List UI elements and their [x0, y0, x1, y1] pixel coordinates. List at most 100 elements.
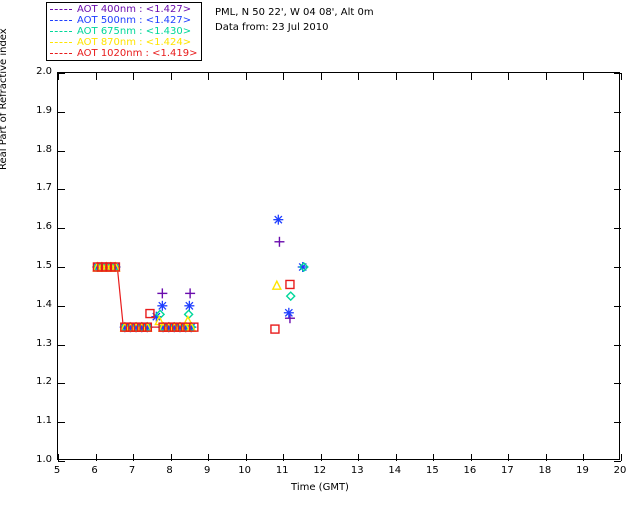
data-point-aot-1020nm — [131, 322, 141, 332]
data-point-aot-1020nm — [164, 322, 174, 332]
data-point-aot-1020nm — [175, 322, 185, 332]
plot-area — [58, 73, 619, 459]
data-point-aot-1020nm — [158, 322, 168, 332]
data-point-aot-500nm — [273, 214, 284, 225]
x-tick-label: 9 — [203, 465, 211, 476]
x-tick-bottom — [545, 454, 547, 461]
x-tick-label: 8 — [166, 465, 173, 476]
legend-item-400nm: AOT 400nm : <1.427> — [50, 4, 197, 15]
x-tick-bottom — [433, 454, 435, 461]
data-point-aot-1020nm — [145, 308, 155, 319]
x-tick-bottom — [395, 454, 397, 461]
x-tick-label: 10 — [238, 465, 252, 476]
y-tick-label: 1.2 — [36, 376, 52, 388]
legend-item-500nm: AOT 500nm : <1.427> — [50, 15, 197, 26]
data-point-aot-500nm — [184, 300, 195, 311]
x-tick-bottom — [170, 454, 172, 461]
x-tick-bottom — [583, 454, 585, 461]
y-tick-label: 2.0 — [36, 66, 52, 77]
data-point-aot-870nm — [182, 314, 193, 326]
y-tick-left — [58, 111, 65, 113]
x-tick-label: 18 — [538, 465, 552, 476]
x-tick-label: 20 — [613, 465, 627, 476]
data-point-aot-1020nm — [120, 322, 130, 332]
data-point-aot-500nm — [283, 307, 294, 318]
y-tick-left — [58, 461, 65, 462]
x-tick-bottom — [208, 454, 210, 461]
y-tick-left — [58, 73, 65, 74]
x-tick-bottom — [470, 454, 472, 461]
y-axis-label: Real Part of Refractive index — [0, 28, 9, 170]
x-tick-bottom — [283, 454, 285, 461]
data-date-text: Data from: 23 Jul 2010 — [215, 22, 329, 33]
x-tick-top — [170, 73, 172, 80]
y-tick-left — [58, 305, 65, 307]
x-tick-bottom — [95, 454, 97, 461]
data-point-aot-675nm — [285, 291, 296, 302]
y-tick-label: 1.6 — [36, 221, 52, 233]
x-tick-top — [283, 73, 285, 80]
x-tick-top — [621, 73, 622, 80]
y-tick-label: 1.9 — [36, 104, 52, 116]
y-tick-label: 1.0 — [36, 454, 52, 465]
x-tick-top — [58, 73, 59, 80]
data-point-aot-400nm — [284, 313, 295, 324]
y-tick-right — [614, 422, 621, 424]
y-tick-left — [58, 344, 65, 346]
x-tick-bottom — [245, 454, 247, 461]
x-tick-label: 5 — [53, 465, 61, 476]
x-tick-bottom — [621, 454, 622, 461]
y-tick-left — [58, 267, 65, 268]
y-tick-label: 1.1 — [36, 415, 52, 427]
legend-line-swatch-870nm — [50, 42, 72, 43]
y-tick-left — [58, 383, 65, 385]
legend-label-870nm: AOT 870nm : <1.424> — [77, 37, 192, 48]
y-tick-right — [614, 150, 621, 152]
x-tick-top — [395, 73, 397, 80]
x-tick-label: 11 — [275, 465, 289, 476]
x-tick-bottom — [508, 454, 510, 461]
x-tick-label: 16 — [463, 465, 477, 476]
data-point-aot-1020nm — [125, 322, 136, 332]
x-tick-label: 17 — [501, 465, 514, 476]
data-point-aot-500nm — [157, 300, 168, 311]
legend-line-swatch-500nm — [50, 20, 72, 21]
y-tick-left — [58, 228, 65, 230]
x-tick-top — [508, 73, 510, 80]
y-tick-label: 1.7 — [36, 182, 52, 194]
y-tick-left — [58, 150, 65, 152]
data-point-aot-1020nm — [142, 322, 153, 332]
data-point-aot-400nm — [185, 288, 196, 299]
x-tick-label: 13 — [350, 465, 364, 476]
data-point-aot-1020nm — [136, 322, 147, 332]
legend-line-swatch-1020nm — [50, 53, 72, 54]
x-tick-top — [583, 73, 585, 80]
y-tick-left — [58, 189, 65, 191]
y-tick-right — [614, 189, 621, 191]
y-tick-right — [614, 344, 621, 346]
legend-label-500nm: AOT 500nm : <1.427> — [77, 15, 192, 26]
y-tick-right — [614, 461, 621, 462]
x-tick-top — [95, 73, 97, 80]
y-tick-label: 1.5 — [36, 260, 52, 271]
legend: AOT 400nm : <1.427> AOT 500nm : <1.427> … — [46, 2, 203, 61]
data-point-aot-1020nm — [110, 262, 121, 272]
legend-label-400nm: AOT 400nm : <1.427> — [77, 4, 192, 15]
legend-line-swatch-675nm — [50, 31, 72, 32]
x-tick-top — [545, 73, 547, 80]
legend-item-1020nm: AOT 1020nm : <1.419> — [50, 48, 197, 59]
data-point-aot-1020nm — [285, 279, 295, 290]
data-point-aot-1020nm — [169, 322, 180, 332]
data-point-aot-1020nm — [270, 324, 280, 334]
x-tick-top — [245, 73, 247, 80]
x-tick-label: 6 — [91, 465, 98, 476]
y-tick-label: 1.4 — [36, 298, 52, 310]
x-axis-label: Time (GMT) — [291, 482, 349, 493]
x-tick-bottom — [58, 454, 59, 461]
x-tick-top — [133, 73, 135, 80]
x-tick-label: 7 — [128, 465, 136, 476]
header-annotation: PML, N 50 22', W 04 08', Alt 0m Data fro… — [215, 5, 374, 35]
x-tick-top — [358, 73, 360, 80]
legend-label-1020nm: AOT 1020nm : <1.419> — [77, 48, 198, 59]
